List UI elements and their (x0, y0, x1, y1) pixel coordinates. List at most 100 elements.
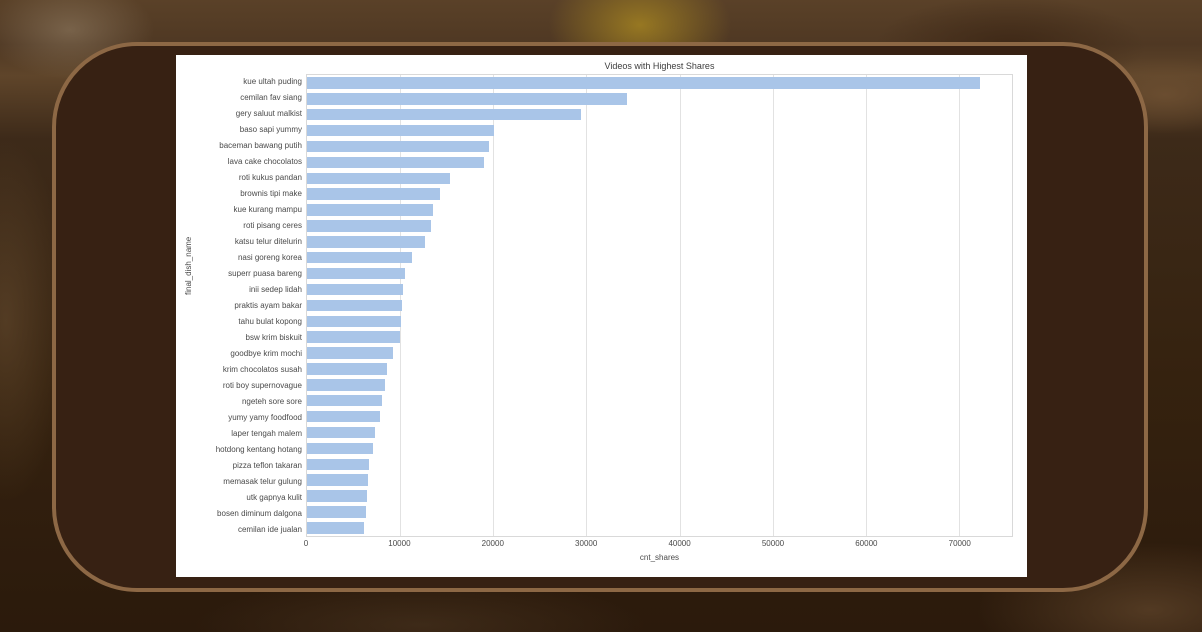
bar-row (307, 154, 1012, 170)
bar-row (307, 488, 1012, 504)
y-tick-label: bsw krim biskuit (245, 332, 302, 342)
bar-bsw-krim-biskuit (307, 331, 401, 343)
bar-utk-gapnya-kulit (307, 490, 368, 502)
bar-yumy-yamy-foodfood (307, 410, 380, 423)
bar-katsu-telur-ditelurin (307, 236, 426, 248)
y-tick-label: gery saluut malkist (235, 109, 302, 119)
x-tick-label: 20000 (481, 539, 504, 548)
gridline (586, 75, 588, 536)
bar-row (307, 313, 1012, 329)
bar-lava-cake-chocolatos (307, 156, 484, 169)
bar-row (307, 361, 1012, 377)
gridline (865, 75, 867, 536)
y-tick-label: goodbye krim mochi (230, 348, 302, 358)
y-tick-label: praktis ayam bakar (234, 301, 302, 311)
bar-pizza-teflon-takaran (307, 458, 370, 471)
bar-row (307, 440, 1012, 456)
x-tick-label: 50000 (761, 539, 785, 548)
x-tick-label: 10000 (388, 539, 411, 548)
bar-row (307, 266, 1012, 282)
bar-row (307, 472, 1012, 488)
bar-baceman-bawang-putih (307, 140, 489, 153)
y-tick-label: laper tengah malem (231, 428, 302, 438)
x-tick-label: 40000 (668, 539, 691, 548)
y-tick-label: pizza teflon takaran (232, 460, 302, 470)
bar-praktis-ayam-bakar (307, 299, 402, 312)
gridline (679, 75, 681, 536)
y-tick-label: roti pisang ceres (243, 221, 302, 231)
y-tick-label: krim chocolatos susah (222, 364, 302, 374)
x-axis-label: cnt_shares (639, 553, 680, 562)
bar-row (307, 504, 1012, 520)
bar-kue-kurang-mampu (307, 204, 433, 216)
y-tick-label: hotdong kentang hotang (215, 444, 302, 454)
bar-row (307, 202, 1012, 218)
y-tick-label: brownis tipi make (240, 189, 302, 199)
bar-brownis-tipi-make (307, 188, 441, 200)
bar-row (307, 123, 1012, 139)
bar-row (307, 297, 1012, 313)
bar-kue-ultah-puding (307, 77, 981, 89)
y-tick-label: baceman bawang putih (219, 141, 302, 151)
y-tick-label: inii sedep lidah (249, 285, 302, 295)
y-tick-label: roti boy supernovague (222, 380, 302, 390)
bar-memasak-telur-gulung (307, 474, 368, 486)
y-tick-label: bosen diminum dalgona (217, 508, 302, 518)
bar-row (307, 393, 1012, 409)
y-tick-label: lava cake chocolatos (227, 157, 302, 167)
bar-tahu-bulat-kopong (307, 315, 402, 328)
bar-roti-pisang-ceres (307, 220, 431, 232)
bar-hotdong-kentang-hotang (307, 442, 374, 455)
y-tick-label: cemilan fav siang (240, 93, 302, 103)
bar-baso-sapi-yummy (307, 124, 495, 137)
bar-row (307, 520, 1012, 536)
bars-container (307, 75, 1012, 536)
bar-laper-tengah-malem (307, 426, 375, 439)
plot-area (306, 74, 1013, 537)
y-tick-label: superr puasa bareng (228, 269, 302, 279)
bar-superr-puasa-bareng (307, 267, 405, 280)
bar-row (307, 218, 1012, 234)
y-tick-label: baso sapi yummy (239, 125, 302, 135)
bar-inii-sedep-lidah (307, 283, 403, 296)
gridline (772, 75, 774, 536)
y-tick-label: cemilan ide jualan (237, 524, 302, 534)
bar-goodbye-krim-mochi (307, 347, 393, 359)
bar-gery-saluut-malkist (307, 109, 581, 121)
bar-row (307, 345, 1012, 361)
chart-title: Videos with Highest Shares (604, 61, 715, 71)
bar-bosen-diminum-dalgona (307, 506, 366, 518)
bar-row (307, 282, 1012, 298)
y-tick-label: kue ultah puding (243, 77, 302, 87)
chart-panel: Videos with Highest Shares final_dish_na… (176, 55, 1027, 577)
bar-row (307, 250, 1012, 266)
bar-row (307, 107, 1012, 123)
gridline (958, 75, 960, 536)
y-tick-labels: kue ultah puding cemilan fav siang gery sa… (176, 74, 302, 537)
bar-row (307, 456, 1012, 472)
y-tick-label: roti kukus pandan (238, 173, 302, 183)
bar-nasi-goreng-korea (307, 252, 413, 264)
bar-row (307, 425, 1012, 441)
bar-row (307, 170, 1012, 186)
bar-roti-boy-supernovague (307, 379, 386, 391)
y-tick-label: tahu bulat kopong (238, 317, 302, 327)
x-tick-label: 60000 (855, 539, 878, 548)
bar-row (307, 186, 1012, 202)
bar-row (307, 377, 1012, 393)
x-tick-label: 70000 (948, 539, 971, 548)
bar-row (307, 409, 1012, 425)
bar-roti-kukus-pandan (307, 172, 451, 184)
bar-ngeteh-sore-sore (307, 395, 382, 407)
bar-row (307, 91, 1012, 107)
x-tick-label: 0 (303, 539, 309, 548)
y-tick-label: nasi goreng korea (237, 253, 302, 263)
y-tick-label: yumy yamy foodfood (228, 412, 302, 422)
y-tick-label: ngeteh sore sore (241, 396, 302, 406)
x-tick-labels: 0 10000 20000 30000 40000 50000 60000 70000 (303, 539, 1013, 551)
y-tick-label: katsu telur ditelurin (234, 237, 302, 247)
bar-row (307, 139, 1012, 155)
bar-cemilan-fav-siang (307, 93, 628, 105)
gridline (493, 75, 495, 536)
bar-row (307, 75, 1012, 91)
